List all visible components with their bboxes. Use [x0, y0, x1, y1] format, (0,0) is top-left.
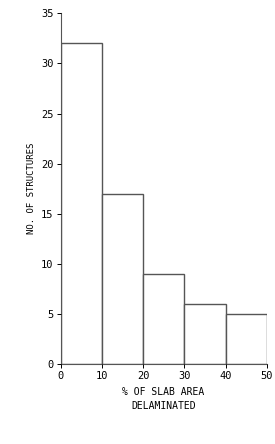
Bar [226, 314, 267, 364]
Bar [184, 304, 225, 364]
Bar [143, 274, 184, 364]
X-axis label: % OF SLAB AREA
DELAMINATED: % OF SLAB AREA DELAMINATED [122, 387, 205, 412]
Bar [60, 44, 102, 364]
Bar [102, 194, 143, 364]
Y-axis label: NO. OF STRUCTURES: NO. OF STRUCTURES [26, 143, 35, 234]
